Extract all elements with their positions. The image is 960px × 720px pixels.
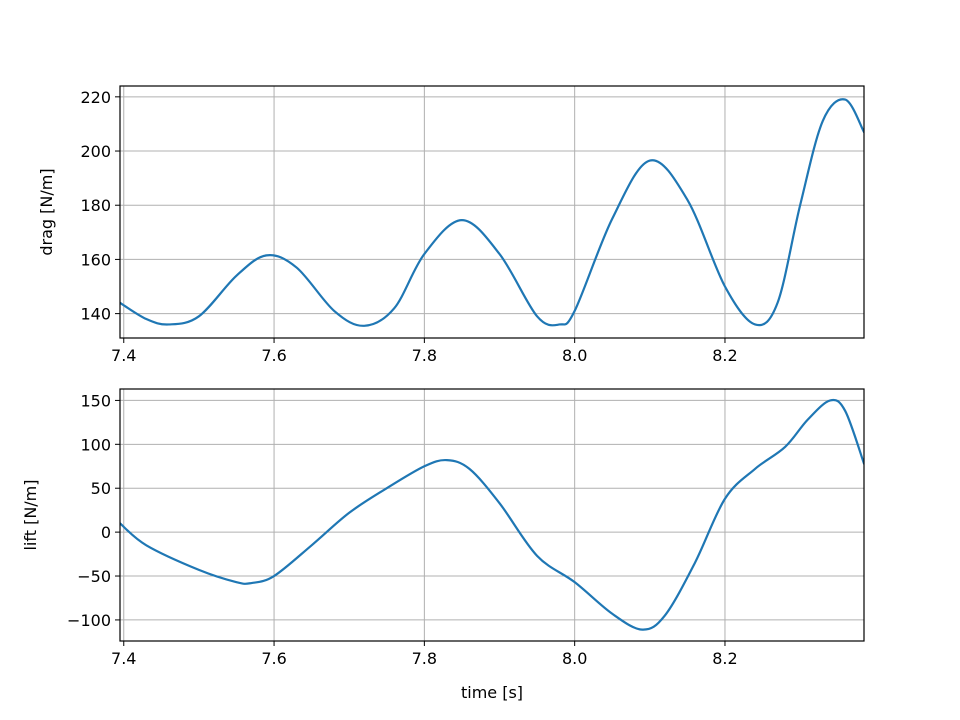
drag-panel: 7.4 7.6 7.8 8.0 8.2 140 160 180 200 220 drag [N/m]: [37, 85, 865, 365]
drag-y-tick-label: 180: [80, 196, 111, 215]
lift-y-tick-label: −100: [67, 611, 111, 630]
drag-series-line: [120, 98, 864, 327]
lift-x-axis-label: time [s]: [461, 683, 523, 702]
lift-x-tick-label: 8.2: [712, 649, 737, 668]
drag-y-tick-label: 200: [80, 142, 111, 161]
drag-x-tick-label: 8.0: [562, 346, 587, 365]
lift-y-tick-label: 0: [101, 523, 111, 542]
drag-y-axis-label: drag [N/m]: [37, 168, 56, 255]
drag-axes-frame: [119, 85, 865, 339]
lift-x-tick-label: 8.0: [562, 649, 587, 668]
lift-x-tick-label: 7.6: [261, 649, 286, 668]
lift-y-axis-label: lift [N/m]: [21, 479, 40, 550]
drag-y-tick-label: 140: [80, 305, 111, 324]
drag-x-tick-label: 7.6: [261, 346, 286, 365]
lift-x-tick-label: 7.8: [412, 649, 437, 668]
lift-series-line: [120, 398, 864, 631]
drag-x-tick-label: 7.8: [412, 346, 437, 365]
drag-y-tick-label: 220: [80, 88, 111, 107]
lift-y-tick-label: 150: [80, 391, 111, 410]
lift-y-tick-label: 100: [80, 435, 111, 454]
lift-y-tick-label: −50: [77, 567, 111, 586]
lift-panel: 7.4 7.6 7.8 8.0 8.2 −100 −50 0 50 100 150 lift [N/m…: [21, 388, 865, 702]
lift-axes-frame: [119, 388, 865, 642]
drag-x-tick-label: 7.4: [111, 346, 136, 365]
lift-x-tick-label: 7.4: [111, 649, 136, 668]
drag-x-tick-label: 8.2: [712, 346, 737, 365]
lift-y-tick-label: 50: [91, 479, 111, 498]
drag-y-tick-label: 160: [80, 250, 111, 269]
